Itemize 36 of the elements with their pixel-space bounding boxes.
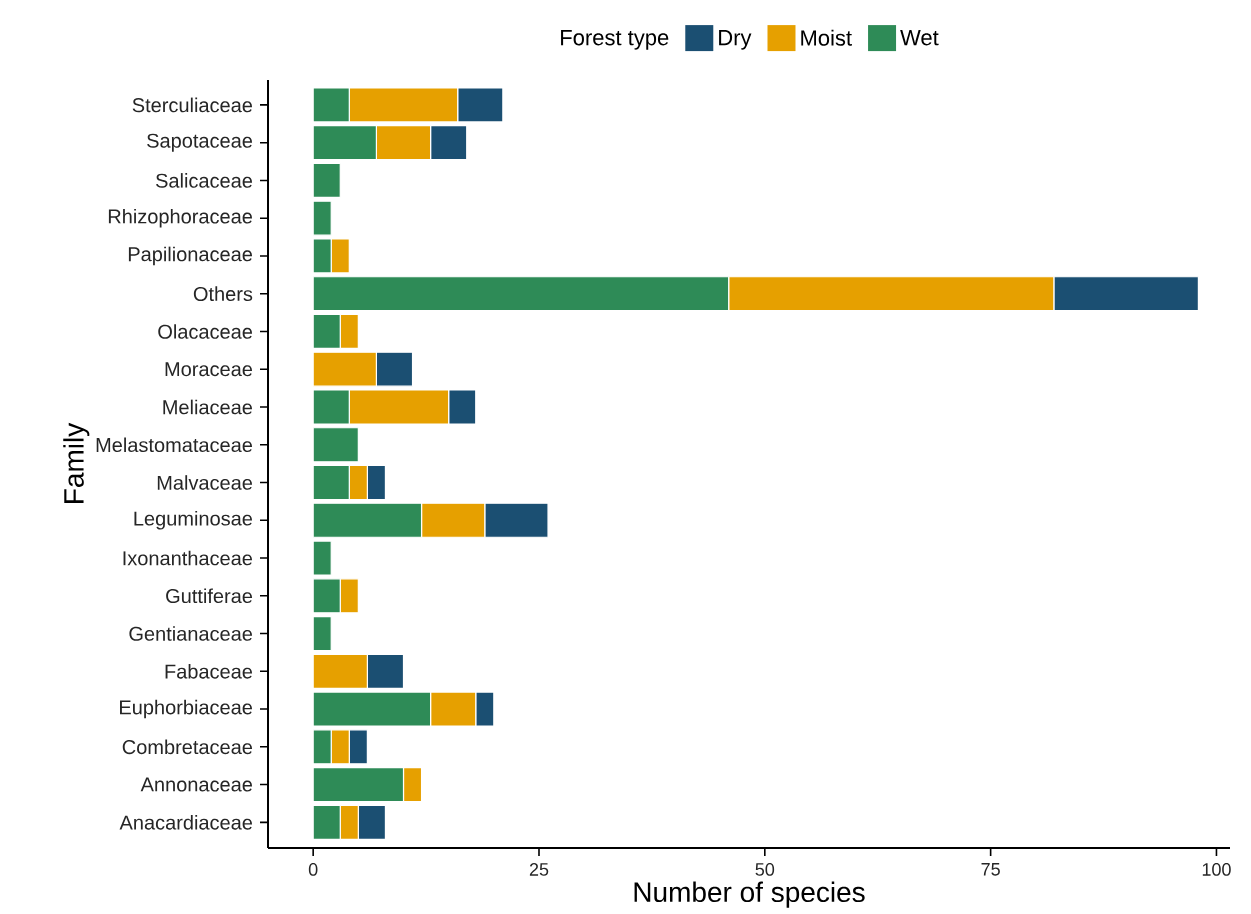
legend-title: Forest type <box>561 30 669 50</box>
x-tick-label: 50 <box>755 863 775 876</box>
y-tick-label: Euphorbiaceae <box>120 699 253 719</box>
bar <box>312 427 359 463</box>
y-tick-label: Salicaceae <box>156 173 253 188</box>
y-tick-label: Anacardiaceae <box>119 814 253 830</box>
y-tick-label: Leguminosae <box>134 510 253 530</box>
x-tick-label: 0 <box>308 863 318 876</box>
y-tick-label: Annonaceae <box>140 777 253 792</box>
x-tick-label: 100 <box>1202 863 1231 876</box>
x-tick-label: 75 <box>981 863 1000 876</box>
x-tick-label: 25 <box>529 863 549 876</box>
y-tick-label: Guttiferae <box>166 588 253 604</box>
legend-label: Wet <box>900 30 939 46</box>
bar <box>312 615 332 652</box>
x-axis-title: Number of species <box>634 881 865 908</box>
y-tick-label: Gentianaceae <box>129 626 253 641</box>
y-tick-label: Moraceae <box>165 362 253 377</box>
y-axis-title: Family <box>63 422 90 503</box>
y-tick-label: Olacaceae <box>158 324 253 339</box>
legend-label: Dry <box>719 30 752 50</box>
y-tick-label: Papilionaceae <box>128 246 253 266</box>
y-tick-label: Others <box>193 286 253 302</box>
y-tick-label: Ixonanthaceae <box>123 550 253 566</box>
legend-label: Moist <box>801 29 852 46</box>
y-tick-label: Melastomataceae <box>96 437 253 453</box>
y-tick-label: Sterculiaceae <box>132 97 253 113</box>
bar <box>312 200 332 236</box>
bar <box>312 162 341 199</box>
y-tick-label: Rhizophoraceae <box>108 208 253 228</box>
y-tick-label: Fabaceae <box>165 663 253 679</box>
y-tick-label: Malvaceae <box>157 475 253 490</box>
bar <box>312 540 332 576</box>
y-tick-label: Meliaceae <box>163 399 253 415</box>
y-tick-label: Combretaceae <box>122 739 253 755</box>
y-tick-label: Sapotaceae <box>147 133 253 152</box>
